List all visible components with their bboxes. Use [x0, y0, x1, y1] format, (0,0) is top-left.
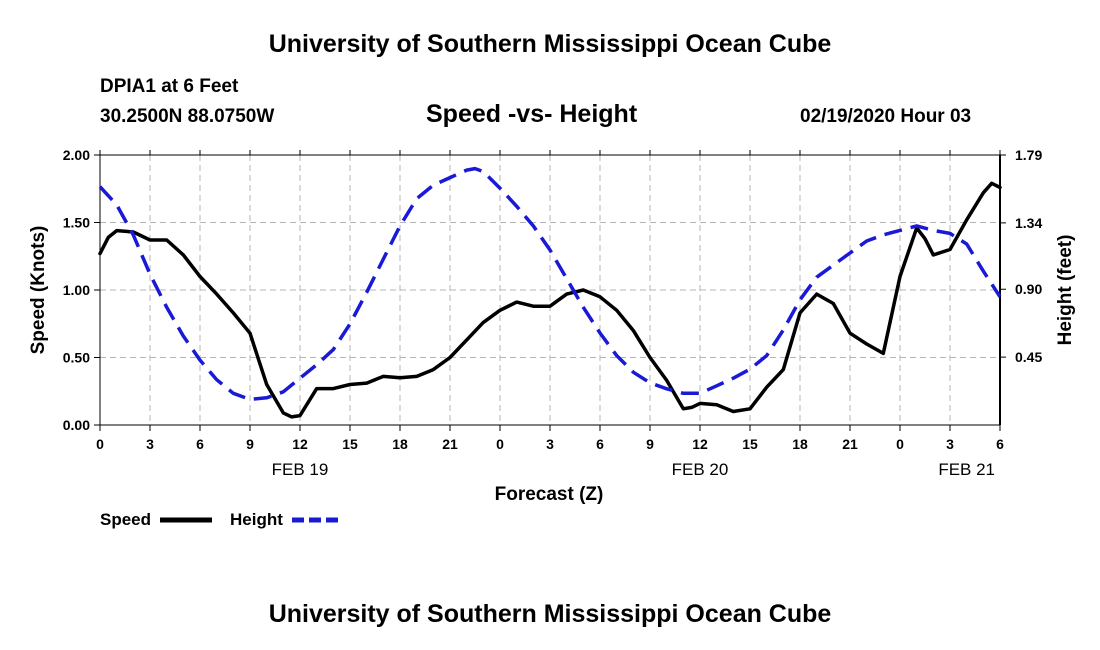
legend-height-label: Height	[230, 510, 283, 529]
axis-ticks: 0 3 6 9 12 15 18 21 0 3 6 9 12 15 18 21 0 3 6 FEB 19 FEB 20 F…	[63, 147, 1043, 479]
x-tick-label: 18	[792, 436, 808, 452]
y-tick-label: 1.50	[63, 215, 90, 231]
x-tick-label: 6	[196, 436, 204, 452]
legend-speed-label: Speed	[100, 510, 152, 529]
y2-tick-label: 1.79	[1015, 147, 1042, 163]
y2-tick-label: 0.90	[1015, 281, 1042, 297]
grid-lines	[100, 155, 1000, 425]
page-title: University of Southern Mississippi Ocean…	[268, 30, 832, 58]
y2-tick-label: 0.45	[1015, 349, 1042, 365]
y-tick-label: 1.00	[63, 282, 90, 298]
coordinates-label: 30.2500N 88.0750W	[100, 106, 275, 127]
x-tick-label: 6	[996, 436, 1004, 452]
x-tick-label: 15	[342, 436, 358, 452]
x-tick-label: 18	[392, 436, 408, 452]
chart-title: Speed -vs- Height	[426, 100, 638, 128]
x-tick-label: 9	[246, 436, 254, 452]
x-tick-label: 0	[96, 436, 104, 452]
height-series-line	[98, 166, 1002, 402]
x-tick-label: 3	[946, 436, 954, 452]
speed-series-line	[98, 181, 1002, 419]
y-tick-label: 0.50	[63, 350, 90, 366]
y-tick-label: 0.00	[63, 417, 90, 433]
x-axis-label: Forecast (Z)	[495, 484, 604, 505]
series-lines	[98, 166, 1002, 419]
x-tick-label: 21	[842, 436, 858, 452]
x-tick-label: 21	[442, 436, 458, 452]
datetime-label: 02/19/2020 Hour 03	[800, 106, 972, 127]
x-tick-label: 15	[742, 436, 758, 452]
y2-tick-label: 1.34	[1015, 215, 1042, 231]
date-label: FEB 20	[672, 460, 729, 479]
date-label: FEB 21	[938, 460, 995, 479]
y-axis-label: Speed (Knots)	[28, 226, 49, 355]
y-tick-label: 2.00	[63, 147, 90, 163]
x-tick-label: 9	[646, 436, 654, 452]
station-label: DPIA1 at 6 Feet	[100, 76, 239, 97]
x-tick-label: 0	[496, 436, 504, 452]
x-tick-label: 0	[896, 436, 904, 452]
x-tick-label: 3	[146, 436, 154, 452]
y2-axis-label: Height (feet)	[1055, 235, 1076, 346]
x-tick-label: 3	[546, 436, 554, 452]
x-tick-label: 6	[596, 436, 604, 452]
date-label: FEB 19	[272, 460, 329, 479]
x-tick-label: 12	[292, 436, 308, 452]
x-tick-label: 12	[692, 436, 708, 452]
footer-title: University of Southern Mississippi Ocean…	[268, 600, 832, 628]
